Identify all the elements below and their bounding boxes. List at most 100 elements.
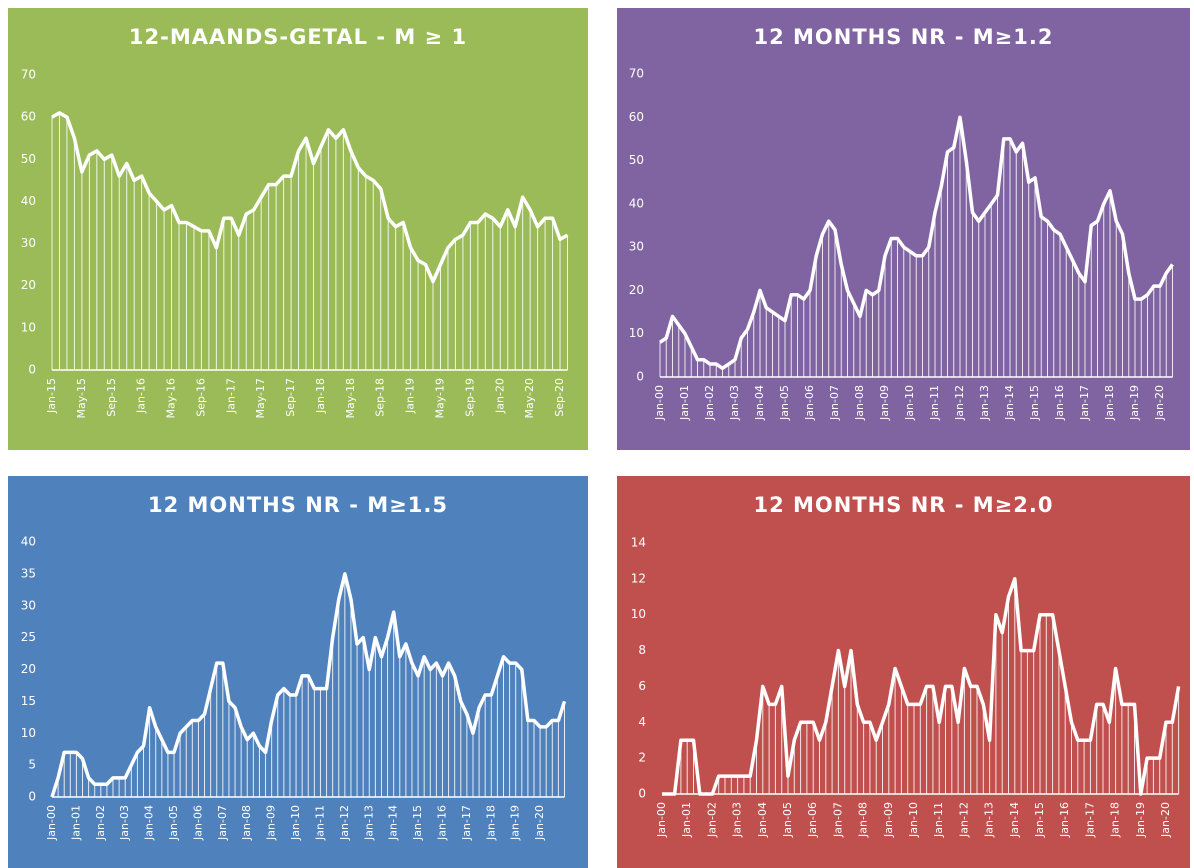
y-tick-label: 70: [21, 68, 36, 82]
y-tick-label: 0: [28, 363, 36, 377]
x-tick-label: Jan-16: [1053, 385, 1066, 421]
y-tick-label: 35: [21, 566, 36, 580]
x-tick-label: Sep-17: [284, 378, 297, 417]
x-tick-label: Jan-15: [411, 805, 424, 841]
x-tick-label: Jan-11: [932, 802, 945, 838]
x-tick-label: Jan-14: [1008, 802, 1021, 838]
x-tick-label: Jan-18: [1103, 385, 1116, 421]
x-tick-label: Jan-16: [135, 378, 148, 414]
y-tick-label: 40: [629, 196, 644, 210]
data-line: [50, 572, 567, 798]
x-tick-label: May-18: [344, 378, 357, 419]
y-tick-label: 10: [631, 607, 646, 621]
x-tick-label: Jan-19: [1134, 802, 1147, 838]
x-tick-label: Jan-02: [94, 805, 107, 841]
x-tick-label: Jan-02: [705, 802, 718, 838]
y-tick-label: 4: [638, 715, 646, 729]
chart-title: 12 MONTHS NR - M≥1.2: [754, 25, 1054, 49]
x-tick-label: Jan-13: [978, 385, 991, 421]
x-tick-label: Jan-19: [404, 378, 417, 414]
data-line: [659, 115, 1174, 371]
x-tick-label: Jan-10: [907, 802, 920, 838]
x-tick-label: Jan-15: [1033, 802, 1046, 838]
x-tick-label: Jan-00: [655, 802, 668, 838]
y-tick-label: 2: [638, 751, 646, 765]
y-tick-label: 0: [638, 787, 646, 801]
y-tick-label: 30: [629, 240, 644, 254]
x-tick-label: Jan-19: [509, 805, 522, 841]
x-tick-label: Jan-08: [240, 805, 253, 841]
x-tick-label: Jan-12: [957, 802, 970, 838]
x-tick-label: Jan-05: [781, 802, 794, 838]
x-tick-label: Jan-18: [484, 805, 497, 841]
x-tick-label: Jan-15: [1028, 385, 1041, 421]
y-tick-label: 0: [636, 370, 644, 384]
data-line: [51, 111, 569, 284]
x-tick-label: Jan-05: [167, 805, 180, 841]
y-tick-label: 10: [629, 326, 644, 340]
x-tick-label: Jan-04: [143, 805, 156, 841]
x-tick-label: Jan-06: [806, 802, 819, 838]
x-tick-label: Jan-01: [69, 805, 82, 841]
x-tick-label: Jan-08: [853, 385, 866, 421]
x-tick-label: Jan-07: [831, 802, 844, 838]
y-tick-label: 12: [631, 571, 646, 585]
x-tick-label: Jan-05: [778, 385, 791, 421]
y-tick-label: 50: [21, 152, 36, 166]
x-tick-label: Jan-20: [493, 378, 506, 414]
x-tick-label: Jan-20: [533, 805, 546, 841]
x-tick-label: Jan-16: [435, 805, 448, 841]
x-tick-label: Jan-14: [387, 805, 400, 841]
x-tick-label: Jan-13: [983, 802, 996, 838]
y-tick-label: 70: [629, 67, 644, 81]
x-tick-label: Jan-20: [1159, 802, 1172, 838]
x-tick-label: Jan-17: [224, 378, 237, 414]
x-tick-label: Jan-03: [118, 805, 131, 841]
y-tick-label: 20: [629, 283, 644, 297]
y-tick-label: 6: [638, 679, 646, 693]
y-tick-label: 60: [629, 110, 644, 124]
y-tick-label: 40: [21, 194, 36, 208]
x-tick-label: Jan-06: [803, 385, 816, 421]
x-tick-label: Jan-18: [314, 378, 327, 414]
x-tick-label: May-17: [254, 378, 267, 419]
x-tick-label: Sep-20: [553, 378, 566, 417]
x-tick-label: Jan-16: [1058, 802, 1071, 838]
x-tick-label: Jan-11: [928, 385, 941, 421]
y-tick-label: 40: [21, 535, 36, 549]
chart-title: 12 MONTHS NR - M≥1.5: [148, 493, 448, 517]
x-tick-label: Sep-16: [194, 378, 207, 417]
y-tick-label: 50: [629, 153, 644, 167]
x-tick-label: Sep-15: [105, 378, 118, 417]
x-tick-label: Jan-09: [882, 802, 895, 838]
y-tick-label: 60: [21, 110, 36, 124]
x-tick-label: Jan-10: [289, 805, 302, 841]
x-tick-label: Jan-04: [753, 385, 766, 421]
x-tick-label: May-19: [433, 378, 446, 419]
x-tick-label: Jan-00: [653, 385, 666, 421]
y-tick-label: 30: [21, 236, 36, 250]
x-tick-label: Jan-12: [953, 385, 966, 421]
x-tick-label: Jan-19: [1128, 385, 1141, 421]
y-tick-label: 20: [21, 278, 36, 292]
x-tick-label: Jan-15: [45, 378, 58, 414]
x-tick-label: Jan-01: [678, 385, 691, 421]
x-tick-label: Jan-04: [756, 802, 769, 838]
y-tick-label: 8: [638, 643, 646, 657]
y-tick-label: 10: [21, 320, 36, 334]
x-tick-label: Jan-20: [1153, 385, 1166, 421]
x-tick-label: May-15: [75, 378, 88, 419]
x-tick-label: Jan-08: [857, 802, 870, 838]
x-tick-label: Jan-10: [903, 385, 916, 421]
x-tick-label: Sep-18: [374, 378, 387, 417]
x-tick-label: Jan-17: [1083, 802, 1096, 838]
x-tick-label: Jan-07: [828, 385, 841, 421]
x-tick-label: Jan-00: [45, 805, 58, 841]
x-tick-label: Jan-07: [216, 805, 229, 841]
x-tick-label: Jan-13: [362, 805, 375, 841]
y-tick-label: 14: [631, 536, 646, 550]
x-tick-label: Jan-06: [191, 805, 204, 841]
y-tick-label: 15: [21, 694, 36, 708]
x-tick-label: Jan-01: [680, 802, 693, 838]
